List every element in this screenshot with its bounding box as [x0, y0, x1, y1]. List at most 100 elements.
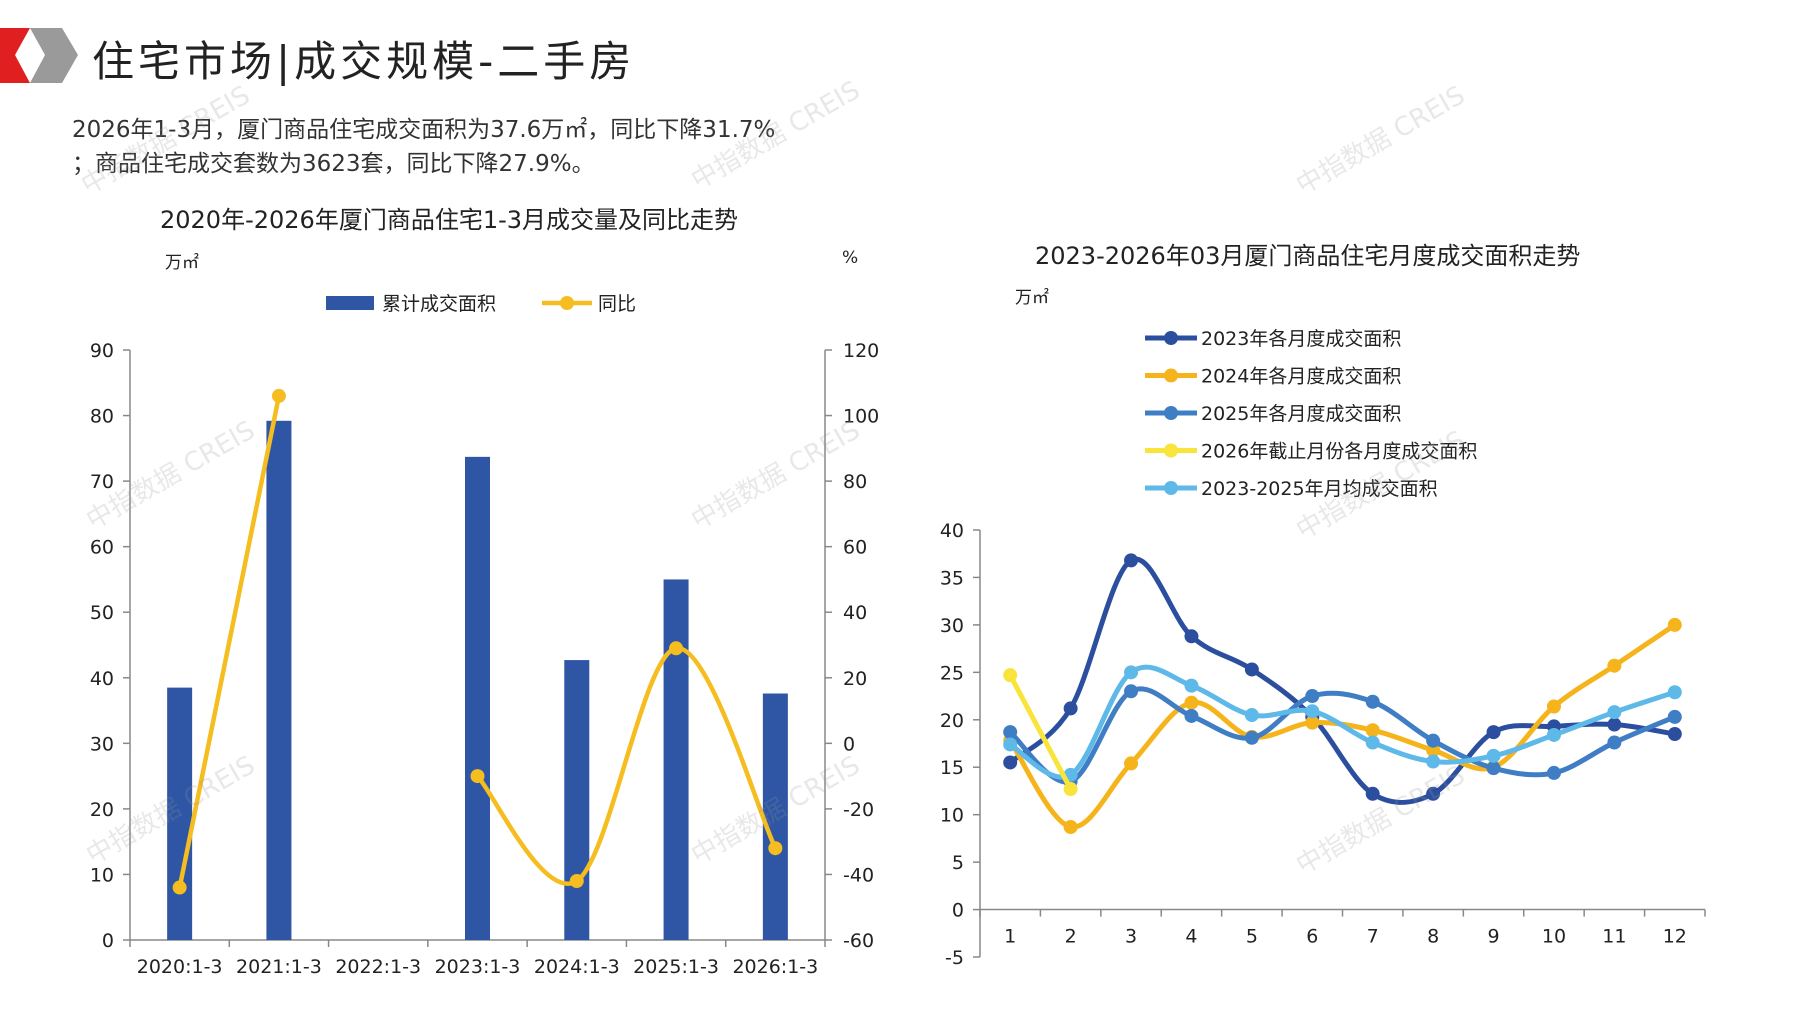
x-tick-label: 2022:1-3: [335, 956, 421, 978]
x-tick-label: 2024:1-3: [534, 956, 620, 978]
right-x-tick-label: 1: [1004, 926, 1016, 948]
right-x-tick-label: 4: [1185, 926, 1197, 948]
x-tick-label: 2021:1-3: [236, 956, 322, 978]
right-y-tick-label: 40: [940, 520, 964, 542]
series-point-0: [1244, 662, 1259, 677]
yoy-line: [177, 395, 282, 889]
right-y-tick-label: 5: [952, 852, 964, 874]
bar-cumulative-area: [465, 456, 490, 940]
legend-marker-2: [1164, 406, 1178, 420]
legend-marker-0: [1164, 331, 1178, 345]
series-point-0: [1003, 755, 1018, 770]
y2-tick-label: 0: [843, 733, 855, 755]
y2-tick-label: 20: [843, 668, 867, 690]
y-tick-label: 50: [90, 602, 114, 624]
bar-cumulative-area: [167, 687, 193, 940]
bar-cumulative-area: [266, 420, 292, 940]
series-point-0: [1365, 786, 1380, 801]
series-point-2: [1607, 735, 1622, 750]
right-y-tick-label: 35: [940, 567, 964, 589]
series-point-4: [1124, 665, 1139, 680]
series-point-3: [1063, 782, 1078, 797]
x-tick-label: 2020:1-3: [137, 956, 223, 978]
yoy-point: [172, 880, 187, 895]
y2-tick-label: 60: [843, 537, 867, 559]
series-point-4: [1184, 678, 1199, 693]
right-x-tick-label: 9: [1487, 926, 1499, 948]
series-point-2: [1667, 709, 1682, 724]
right-x-tick-label: 12: [1663, 926, 1687, 948]
series-point-2: [1365, 694, 1380, 709]
bar-cumulative-area: [663, 579, 689, 940]
right-x-tick-label: 3: [1125, 926, 1137, 948]
right-x-tick-label: 2: [1065, 926, 1077, 948]
right-x-tick-label: 7: [1367, 926, 1379, 948]
legend-marker-4: [1164, 481, 1178, 495]
series-point-4: [1486, 748, 1501, 763]
series-point-1: [1184, 695, 1199, 710]
left-chart-title: 2020年-2026年厦门商品住宅1-3月成交量及同比走势: [160, 206, 739, 234]
y-tick-label: 0: [102, 930, 114, 952]
bar-cumulative-area: [564, 660, 590, 940]
series-point-0: [1667, 727, 1682, 742]
y2-tick-label: -20: [843, 799, 874, 821]
x-tick-label: 2025:1-3: [633, 956, 719, 978]
series-point-1: [1124, 756, 1139, 771]
brand-logo-icon: [0, 28, 78, 83]
left-chart-y2-unit: %: [842, 248, 859, 268]
y-tick-label: 80: [90, 406, 114, 428]
right-x-tick-label: 10: [1542, 926, 1566, 948]
right-x-tick-label: 6: [1306, 926, 1318, 948]
right-y-tick-label: 30: [940, 615, 964, 637]
series-point-4: [1365, 735, 1380, 750]
series-point-0: [1607, 717, 1622, 732]
summary-text: 2026年1-3月，厦门商品住宅成交面积为37.6万㎡，同比下降31.7% ；商…: [72, 113, 775, 181]
series-point-4: [1546, 727, 1561, 742]
series-point-2: [1124, 684, 1139, 699]
legend-marker-3: [1164, 443, 1178, 458]
series-point-0: [1184, 629, 1199, 644]
series-point-2: [1184, 708, 1199, 723]
y-tick-label: 90: [90, 340, 114, 362]
series-point-2: [1305, 689, 1320, 704]
series-point-1: [1607, 658, 1622, 673]
summary-line-1: 2026年1-3月，厦门商品住宅成交面积为37.6万㎡，同比下降31.7%: [72, 117, 776, 143]
x-tick-label: 2026:1-3: [732, 956, 818, 978]
y2-tick-label: -40: [843, 864, 874, 886]
y-tick-label: 40: [90, 668, 114, 690]
y2-tick-label: 120: [843, 340, 879, 362]
yoy-point: [768, 841, 783, 856]
y2-tick-label: -60: [843, 930, 874, 952]
series-point-1: [1365, 723, 1380, 738]
legend-bar-swatch: [326, 296, 374, 310]
series-point-0: [1426, 786, 1441, 801]
series-point-2: [1003, 725, 1018, 740]
series-point-4: [1244, 708, 1259, 723]
series-point-2: [1546, 765, 1561, 780]
series-point-2: [1486, 761, 1501, 776]
series-point-4: [1305, 704, 1320, 719]
summary-line-2: ；商品住宅成交套数为3623套，同比下降27.9%。: [72, 151, 595, 177]
series-point-3: [1003, 668, 1018, 683]
right-y-tick-label: 25: [940, 662, 964, 684]
series-point-0: [1486, 725, 1501, 740]
series-point-4: [1003, 737, 1018, 752]
series-point-1: [1305, 715, 1320, 730]
x-tick-label: 2023:1-3: [435, 956, 521, 978]
yoy-point: [569, 874, 584, 888]
right-y-tick-label: -5: [945, 947, 964, 969]
y2-tick-label: 100: [843, 406, 879, 428]
right-y-tick-label: 0: [952, 900, 964, 922]
right-chart-title: 2023-2026年03月厦门商品住宅月度成交面积走势: [1035, 242, 1581, 270]
left-chart-y-unit: 万㎡: [165, 253, 199, 273]
legend-label-0: 2023年各月度成交面积: [1201, 328, 1401, 350]
right-x-tick-label: 8: [1427, 926, 1439, 948]
legend-marker-1: [1164, 368, 1178, 383]
legend-label-4: 2023-2025年月均成交面积: [1201, 478, 1438, 500]
series-point-2: [1244, 730, 1259, 745]
series-point-0: [1124, 553, 1139, 568]
right-x-tick-label: 5: [1246, 926, 1258, 948]
series-point-4: [1667, 685, 1682, 700]
series-point-1: [1063, 820, 1078, 835]
